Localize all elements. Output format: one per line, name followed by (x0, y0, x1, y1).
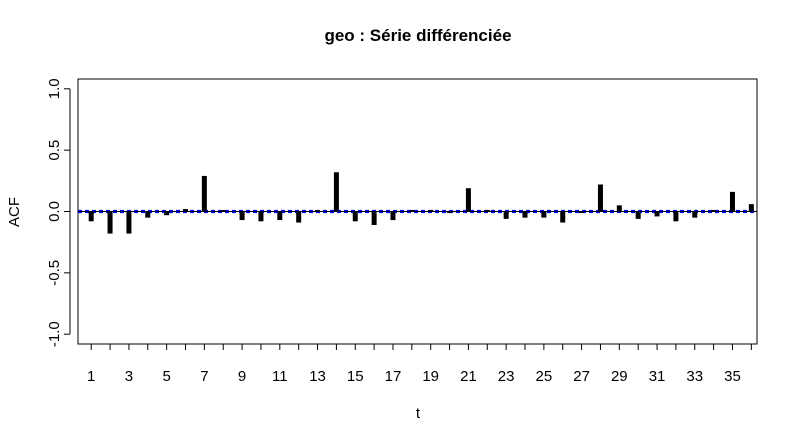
y-tick-label-0.5: 0.5 (46, 140, 63, 161)
y-tick-label--0.5: -0.5 (46, 260, 63, 286)
x-tick-label-23: 23 (498, 368, 515, 385)
y-tick-label-0.0: 0.0 (46, 201, 63, 222)
x-tick-label-31: 31 (649, 368, 666, 385)
x-tick-label-9: 9 (238, 368, 246, 385)
x-tick-label-33: 33 (686, 368, 703, 385)
chart-title: geo : Série différenciée (324, 26, 511, 45)
x-tick-label-19: 19 (422, 368, 439, 385)
y-tick-label--1.0: -1.0 (46, 321, 63, 347)
x-tick-label-29: 29 (611, 368, 628, 385)
x-tick-label-5: 5 (162, 368, 170, 385)
x-axis-label: t (416, 405, 421, 422)
y-tick-label-1.0: 1.0 (46, 78, 63, 99)
x-tick-label-25: 25 (536, 368, 553, 385)
x-tick-label-15: 15 (347, 368, 364, 385)
x-tick-label-11: 11 (272, 368, 288, 385)
x-tick-label-3: 3 (125, 368, 133, 385)
x-tick-label-1: 1 (87, 368, 95, 385)
x-tick-label-17: 17 (385, 368, 402, 385)
x-tick-label-35: 35 (724, 368, 741, 385)
plot-area: 1 3 5 7 9 11 13 15 17 19 21 23 25 27 29 31 33 35-1.0-0.50… (46, 78, 758, 385)
x-tick-label-13: 13 (309, 368, 326, 385)
y-axis-label: ACF (6, 197, 23, 227)
x-tick-label-21: 21 (460, 368, 477, 385)
x-tick-label-7: 7 (200, 368, 208, 385)
x-tick-label-27: 27 (573, 368, 590, 385)
